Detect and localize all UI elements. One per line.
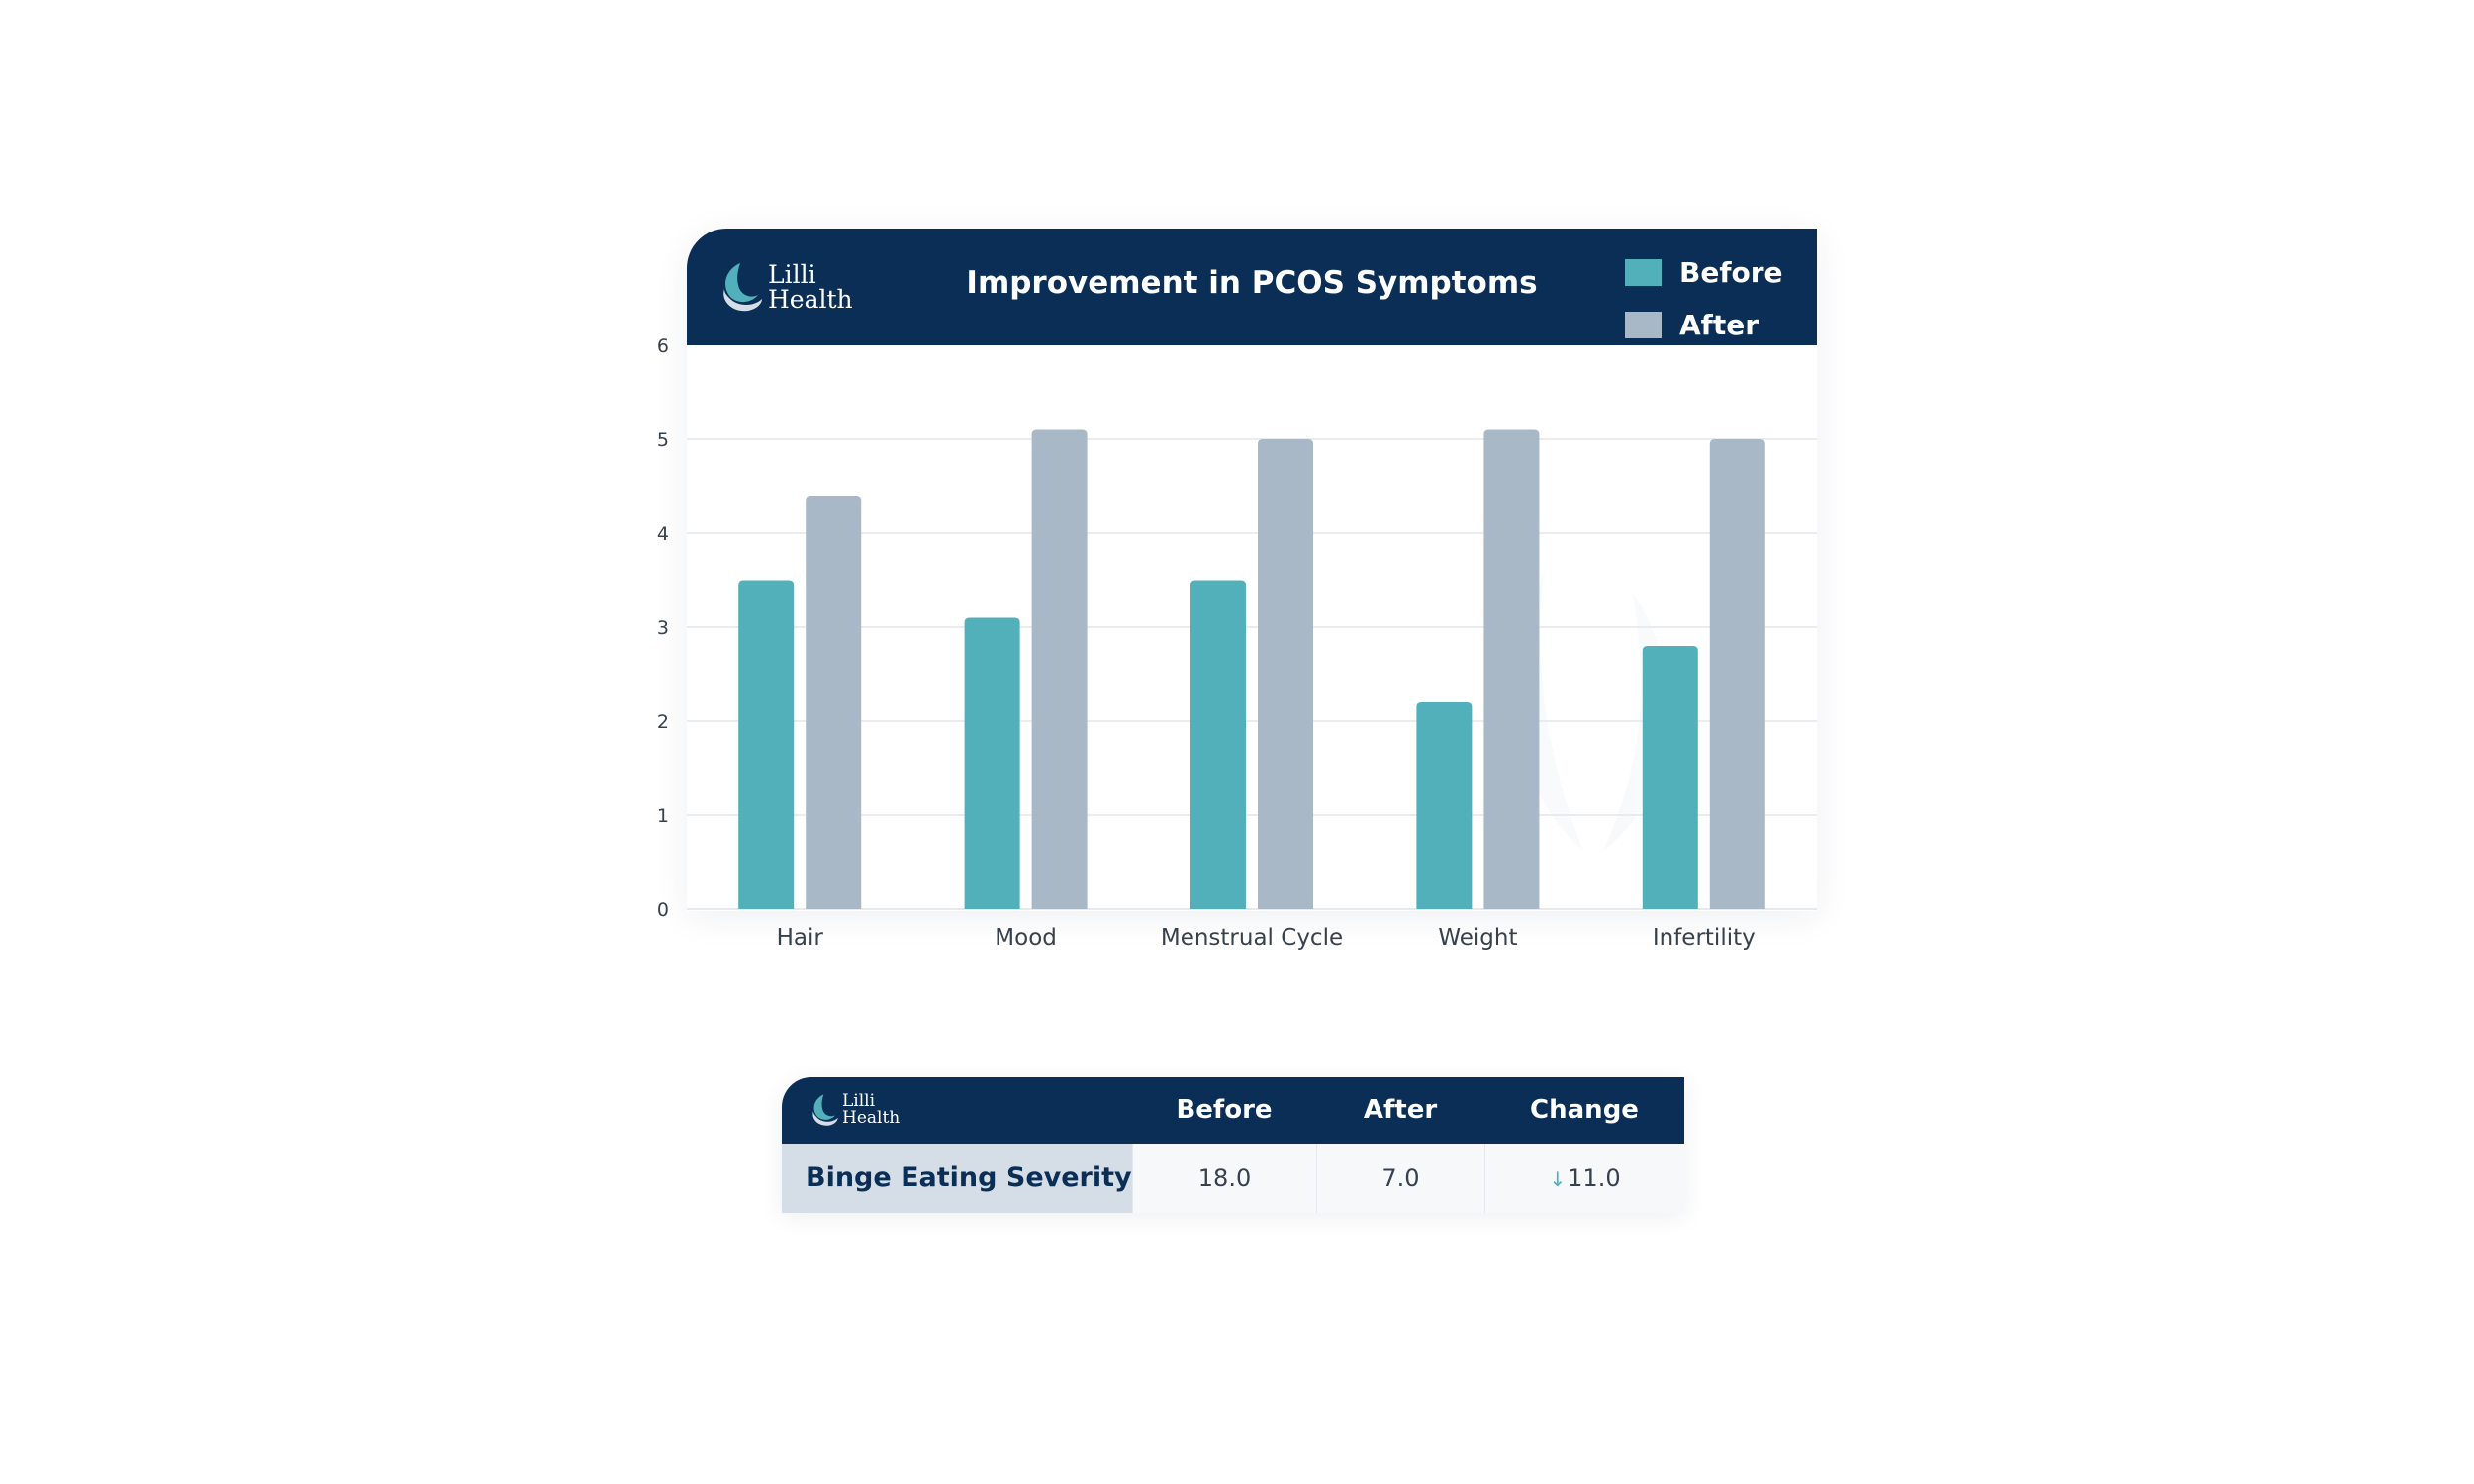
chart-title: Improvement in PCOS Symptoms: [966, 265, 1538, 301]
legend-item-after: After: [1625, 299, 1783, 351]
y-tick-label: 4: [657, 523, 669, 545]
chart-header: Lilli Health Improvement in PCOS Symptom…: [687, 229, 1817, 345]
lotus-logo-icon: [723, 263, 762, 312]
table-row-label-cell: Binge Eating Severity: [782, 1144, 1132, 1213]
column-header-before: Before: [1176, 1095, 1273, 1125]
x-tick-label: Weight: [1438, 925, 1517, 951]
results-table: Lilli Health Before After Change Binge E…: [782, 1077, 1684, 1213]
legend-label-after: After: [1679, 309, 1760, 341]
chart-card: Lilli Health Improvement in PCOS Symptom…: [687, 229, 1817, 911]
y-tick-label: 0: [657, 899, 669, 921]
bar-after-5: [1709, 439, 1765, 909]
cell-after: 7.0: [1316, 1144, 1484, 1213]
lotus-logo-icon: [812, 1094, 838, 1126]
table-brand-logo: Lilli Health: [809, 1091, 900, 1129]
bar-before-1: [738, 580, 795, 909]
change-value: 11.0: [1568, 1164, 1621, 1192]
bar-before-5: [1642, 646, 1698, 909]
bar-after-3: [1258, 439, 1313, 909]
column-header-change: Change: [1530, 1095, 1639, 1125]
y-tick-label: 3: [657, 617, 669, 639]
bar-before-2: [964, 617, 1020, 909]
column-header-after: After: [1363, 1095, 1438, 1125]
row-label: Binge Eating Severity: [806, 1162, 1132, 1193]
bar-after-1: [806, 496, 862, 909]
y-tick-label: 6: [657, 335, 669, 357]
bar-chart: 0 1 2 3 4 5 6 Hair Mood Menstrual Cycle Weight Infe…: [657, 335, 1817, 951]
brand-name-line2: Health: [768, 285, 853, 314]
table-brand-line1: Lilli: [842, 1091, 876, 1111]
x-tick-label: Infertility: [1653, 925, 1756, 951]
legend-item-before: Before: [1625, 246, 1783, 299]
arrow-down-icon: ↓: [1549, 1167, 1567, 1191]
x-tick-label: Mood: [995, 925, 1057, 951]
bar-before-4: [1416, 702, 1473, 909]
bar-after-2: [1031, 429, 1088, 909]
table-brand-line2: Health: [842, 1108, 901, 1128]
cell-change: ↓11.0: [1484, 1144, 1684, 1213]
brand-name-line1: Lilli: [768, 260, 816, 289]
y-tick-label: 5: [657, 429, 669, 451]
y-tick-label: 1: [657, 805, 669, 827]
cell-before: 18.0: [1132, 1144, 1316, 1213]
bar-before-3: [1190, 580, 1246, 909]
bar-after-4: [1483, 429, 1540, 909]
legend-label-before: Before: [1679, 256, 1783, 289]
table-header-row: Lilli Health Before After Change: [782, 1077, 1684, 1144]
legend-swatch-before: [1625, 259, 1662, 286]
brand-logo: Lilli Health: [718, 259, 853, 315]
chart-legend: Before After: [1625, 246, 1783, 351]
x-tick-label: Menstrual Cycle: [1161, 925, 1343, 951]
legend-swatch-after: [1625, 312, 1662, 338]
y-tick-label: 2: [657, 711, 669, 733]
x-tick-label: Hair: [777, 925, 824, 951]
